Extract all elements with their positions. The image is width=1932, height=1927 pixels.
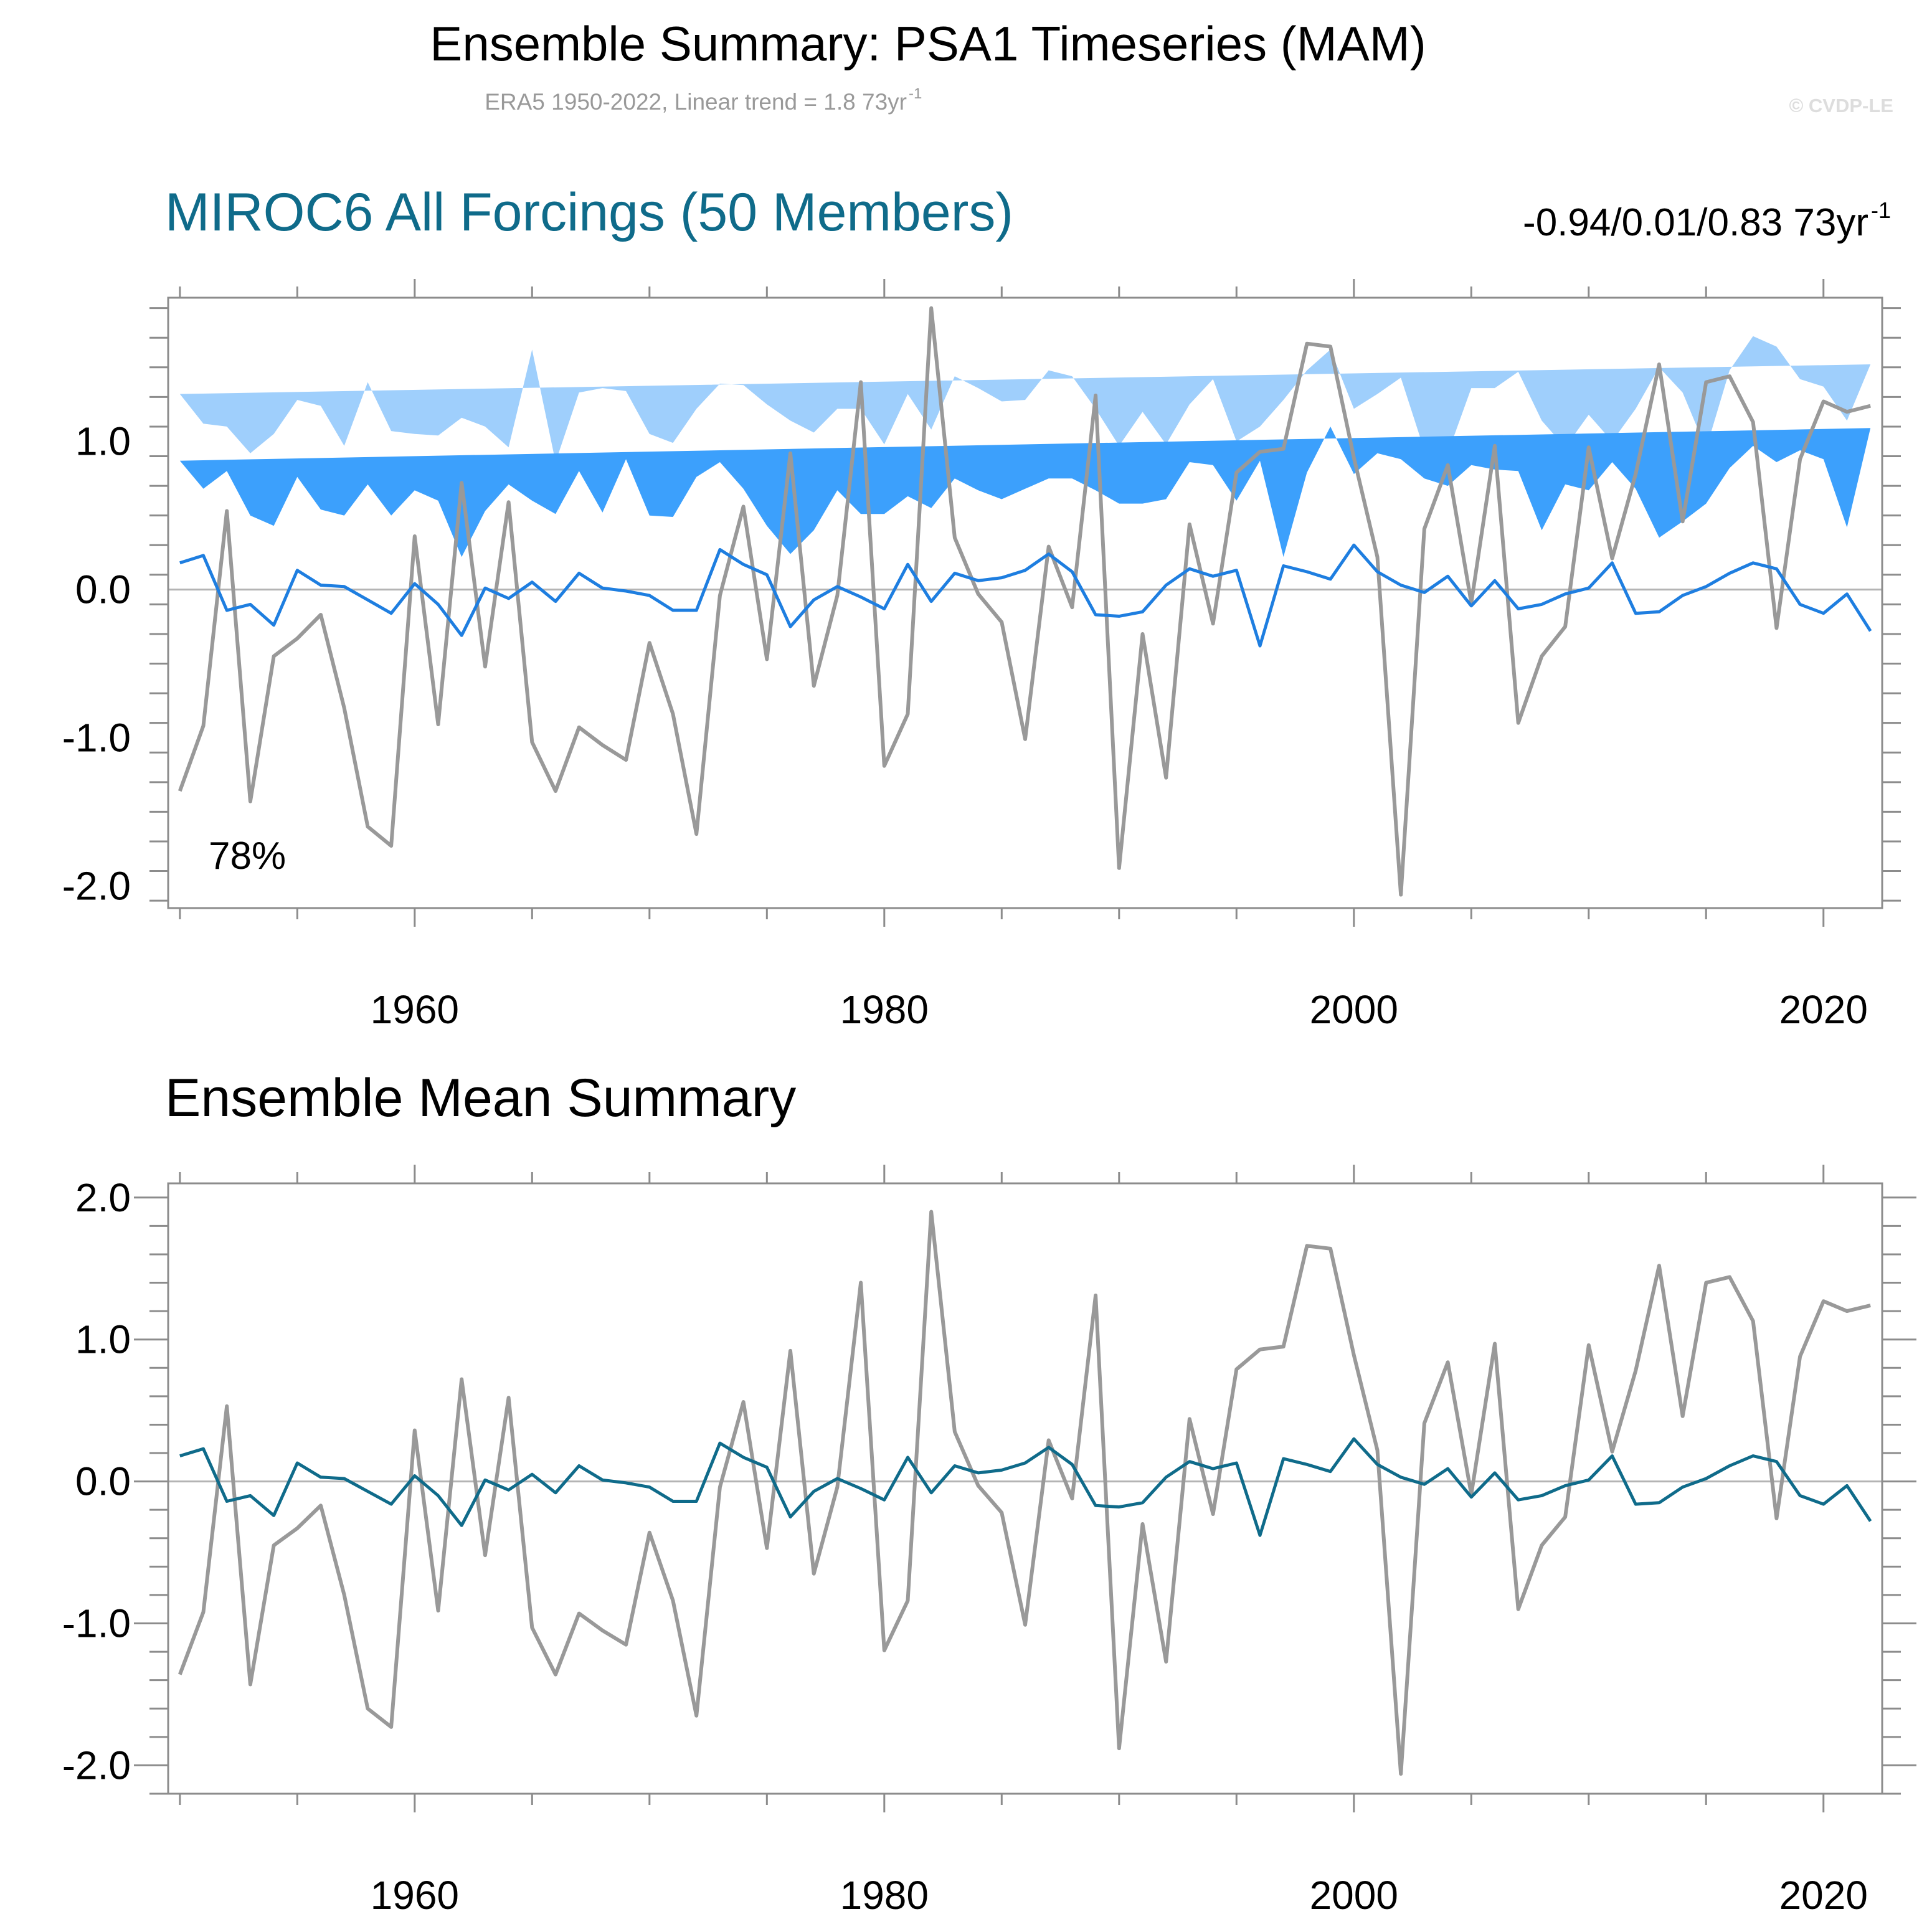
top-panel-plot: 1960 1980 2000 2020 1.0 0.0 -1.0 -2.0 xyxy=(62,279,1901,1032)
x-axis: 1960 1980 2000 2020 xyxy=(179,1165,1868,1918)
percent-label: 78% xyxy=(209,835,286,878)
ensemble-mean-line xyxy=(179,543,1872,648)
x-tick-label: 1960 xyxy=(371,987,459,1032)
bottom-panel-title: Ensemble Mean Summary xyxy=(165,1068,796,1128)
x-axis: 1960 1980 2000 2020 xyxy=(179,279,1868,1032)
y-tick-label: -1.0 xyxy=(62,1601,131,1646)
top-panel-title: MIROC6 All Forcings (50 Members) xyxy=(165,182,1013,242)
inner-spread-band xyxy=(179,426,1871,557)
figure-subtitle: ERA5 1950-2022, Linear trend = 1.8 73yr xyxy=(485,89,907,115)
y-axis: 2.0 1.0 0.0 -1.0 -2.0 xyxy=(62,1175,1916,1795)
x-tick-label: 2020 xyxy=(1779,987,1868,1032)
y-tick-label: 0.0 xyxy=(75,1459,131,1504)
copyright-label: © CVDP-LE xyxy=(1789,95,1893,116)
x-tick-label: 2020 xyxy=(1779,1873,1868,1918)
y-tick-label: -1.0 xyxy=(62,715,131,760)
y-tick-label: 0.0 xyxy=(75,567,131,612)
y-tick-label: 2.0 xyxy=(75,1175,131,1220)
y-tick-label: 1.0 xyxy=(75,419,131,464)
top-panel-stats: -0.94/0.01/0.83 73yr xyxy=(1523,201,1868,244)
x-tick-label: 1980 xyxy=(840,1873,929,1918)
x-tick-label: 1980 xyxy=(840,987,929,1032)
outer-spread-band xyxy=(179,336,1871,462)
observation-line xyxy=(178,1210,1871,1776)
x-tick-label: 2000 xyxy=(1310,1873,1398,1918)
x-tick-label: 1960 xyxy=(371,1873,459,1918)
y-tick-label: -2.0 xyxy=(62,1743,131,1787)
y-tick-label: -2.0 xyxy=(62,863,131,908)
plot-frame xyxy=(167,296,1883,909)
top-panel-stats-exponent: -1 xyxy=(1871,197,1891,223)
figure-subtitle-exponent: -1 xyxy=(909,85,922,102)
y-axis: 1.0 0.0 -1.0 -2.0 xyxy=(62,307,1901,908)
observation-line xyxy=(178,306,1871,897)
x-tick-label: 2000 xyxy=(1310,987,1398,1032)
figure-title: Ensemble Summary: PSA1 Timeseries (MAM) xyxy=(430,16,1426,71)
y-tick-label: 1.0 xyxy=(75,1317,131,1362)
plot-frame xyxy=(167,1182,1883,1795)
bottom-panel-plot: 1960 1980 2000 2020 2.0 1.0 0.0 -1.0 -2.0 xyxy=(62,1165,1916,1918)
ensemble-mean-line xyxy=(179,1437,1872,1537)
